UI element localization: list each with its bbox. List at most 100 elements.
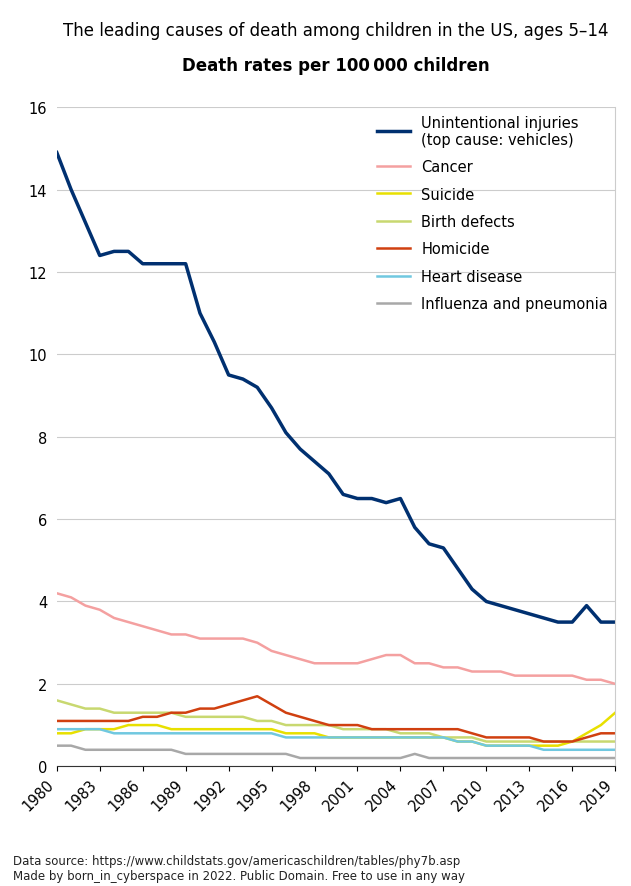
Homicide [526, 732, 533, 742]
Cancer [310, 658, 318, 669]
Unintentional injuries
(top cause: vehicles): (2e+03, 6.6): vehicles): (2e+03, 6.6) [339, 490, 347, 501]
Influenza and pneumonia [254, 749, 261, 759]
Birth defects [354, 724, 362, 734]
Unintentional injuries
(top cause: vehicles): (1.99e+03, 9.5): vehicles): (1.99e+03, 9.5) [225, 370, 232, 381]
Unintentional injuries
(top cause: vehicles): (1.98e+03, 14.9): vehicles): (1.98e+03, 14.9) [53, 148, 61, 159]
Cancer [569, 671, 576, 681]
Influenza and pneumonia [540, 753, 548, 764]
Birth defects [468, 732, 476, 742]
Cancer [554, 671, 562, 681]
Heart disease [454, 736, 461, 747]
Unintentional injuries
(top cause: vehicles): (2.01e+03, 3.7): vehicles): (2.01e+03, 3.7) [526, 609, 533, 619]
Influenza and pneumonia [153, 744, 161, 755]
Heart disease [268, 728, 275, 739]
Influenza and pneumonia [282, 749, 290, 759]
Heart disease [611, 744, 619, 755]
Cancer [597, 674, 604, 685]
Suicide [483, 741, 490, 751]
Influenza and pneumonia [53, 741, 61, 751]
Heart disease [411, 732, 418, 742]
Cancer [354, 658, 362, 669]
Heart disease [168, 728, 175, 739]
Heart disease [196, 728, 204, 739]
Unintentional injuries
(top cause: vehicles): (2.01e+03, 5.3): vehicles): (2.01e+03, 5.3) [440, 543, 447, 554]
Influenza and pneumonia [483, 753, 490, 764]
Birth defects [310, 720, 318, 731]
Unintentional injuries
(top cause: vehicles): (1.98e+03, 12.4): vehicles): (1.98e+03, 12.4) [96, 251, 103, 261]
Influenza and pneumonia [454, 753, 461, 764]
Homicide [110, 716, 118, 727]
Birth defects [497, 736, 504, 747]
Unintentional injuries
(top cause: vehicles): (1.98e+03, 13.2): vehicles): (1.98e+03, 13.2) [81, 218, 89, 229]
Influenza and pneumonia [297, 753, 304, 764]
Suicide [382, 732, 390, 742]
Influenza and pneumonia [382, 753, 390, 764]
Cancer [468, 666, 476, 677]
Influenza and pneumonia [182, 749, 189, 759]
Cancer [168, 629, 175, 640]
Heart disease [310, 732, 318, 742]
Cancer [297, 654, 304, 664]
Homicide [425, 724, 433, 734]
Cancer [96, 605, 103, 616]
Unintentional injuries
(top cause: vehicles): (2e+03, 6.4): vehicles): (2e+03, 6.4) [382, 498, 390, 509]
Influenza and pneumonia [124, 744, 132, 755]
Homicide [368, 724, 375, 734]
Suicide [96, 724, 103, 734]
Influenza and pneumonia [511, 753, 519, 764]
Heart disease [540, 744, 548, 755]
Birth defects [425, 728, 433, 739]
Cancer [225, 633, 232, 644]
Heart disease [569, 744, 576, 755]
Homicide [397, 724, 404, 734]
Unintentional injuries
(top cause: vehicles): (2.01e+03, 3.8): vehicles): (2.01e+03, 3.8) [511, 605, 519, 616]
Birth defects [483, 736, 490, 747]
Suicide [554, 741, 562, 751]
Homicide [297, 711, 304, 722]
Influenza and pneumonia [554, 753, 562, 764]
Birth defects [139, 708, 146, 719]
Suicide [368, 732, 375, 742]
Suicide [182, 724, 189, 734]
Cancer [511, 671, 519, 681]
Heart disease [526, 741, 533, 751]
Birth defects [282, 720, 290, 731]
Unintentional injuries
(top cause: vehicles): (2.01e+03, 3.9): vehicles): (2.01e+03, 3.9) [497, 601, 504, 611]
Suicide [411, 732, 418, 742]
Birth defects [268, 716, 275, 727]
Homicide [182, 708, 189, 719]
Cancer [339, 658, 347, 669]
Homicide [239, 696, 247, 706]
Influenza and pneumonia [440, 753, 447, 764]
Suicide [454, 736, 461, 747]
Cancer [411, 658, 418, 669]
Influenza and pneumonia [597, 753, 604, 764]
Birth defects [397, 728, 404, 739]
Heart disease [68, 724, 75, 734]
Suicide [511, 741, 519, 751]
Influenza and pneumonia [397, 753, 404, 764]
Homicide [254, 691, 261, 702]
Homicide [282, 708, 290, 719]
Suicide [225, 724, 232, 734]
Heart disease [53, 724, 61, 734]
Suicide [325, 732, 333, 742]
Birth defects [382, 724, 390, 734]
Cancer [110, 613, 118, 624]
Heart disease [81, 724, 89, 734]
Birth defects [68, 699, 75, 710]
Homicide [96, 716, 103, 727]
Homicide [124, 716, 132, 727]
Homicide [354, 720, 362, 731]
Heart disease [211, 728, 218, 739]
Unintentional injuries
(top cause: vehicles): (1.99e+03, 12.2): vehicles): (1.99e+03, 12.2) [182, 259, 189, 269]
Homicide [554, 736, 562, 747]
Homicide [196, 703, 204, 714]
Suicide [297, 728, 304, 739]
Birth defects [110, 708, 118, 719]
Suicide [526, 741, 533, 751]
Birth defects [196, 711, 204, 722]
Birth defects [168, 708, 175, 719]
Birth defects [239, 711, 247, 722]
Influenza and pneumonia [325, 753, 333, 764]
